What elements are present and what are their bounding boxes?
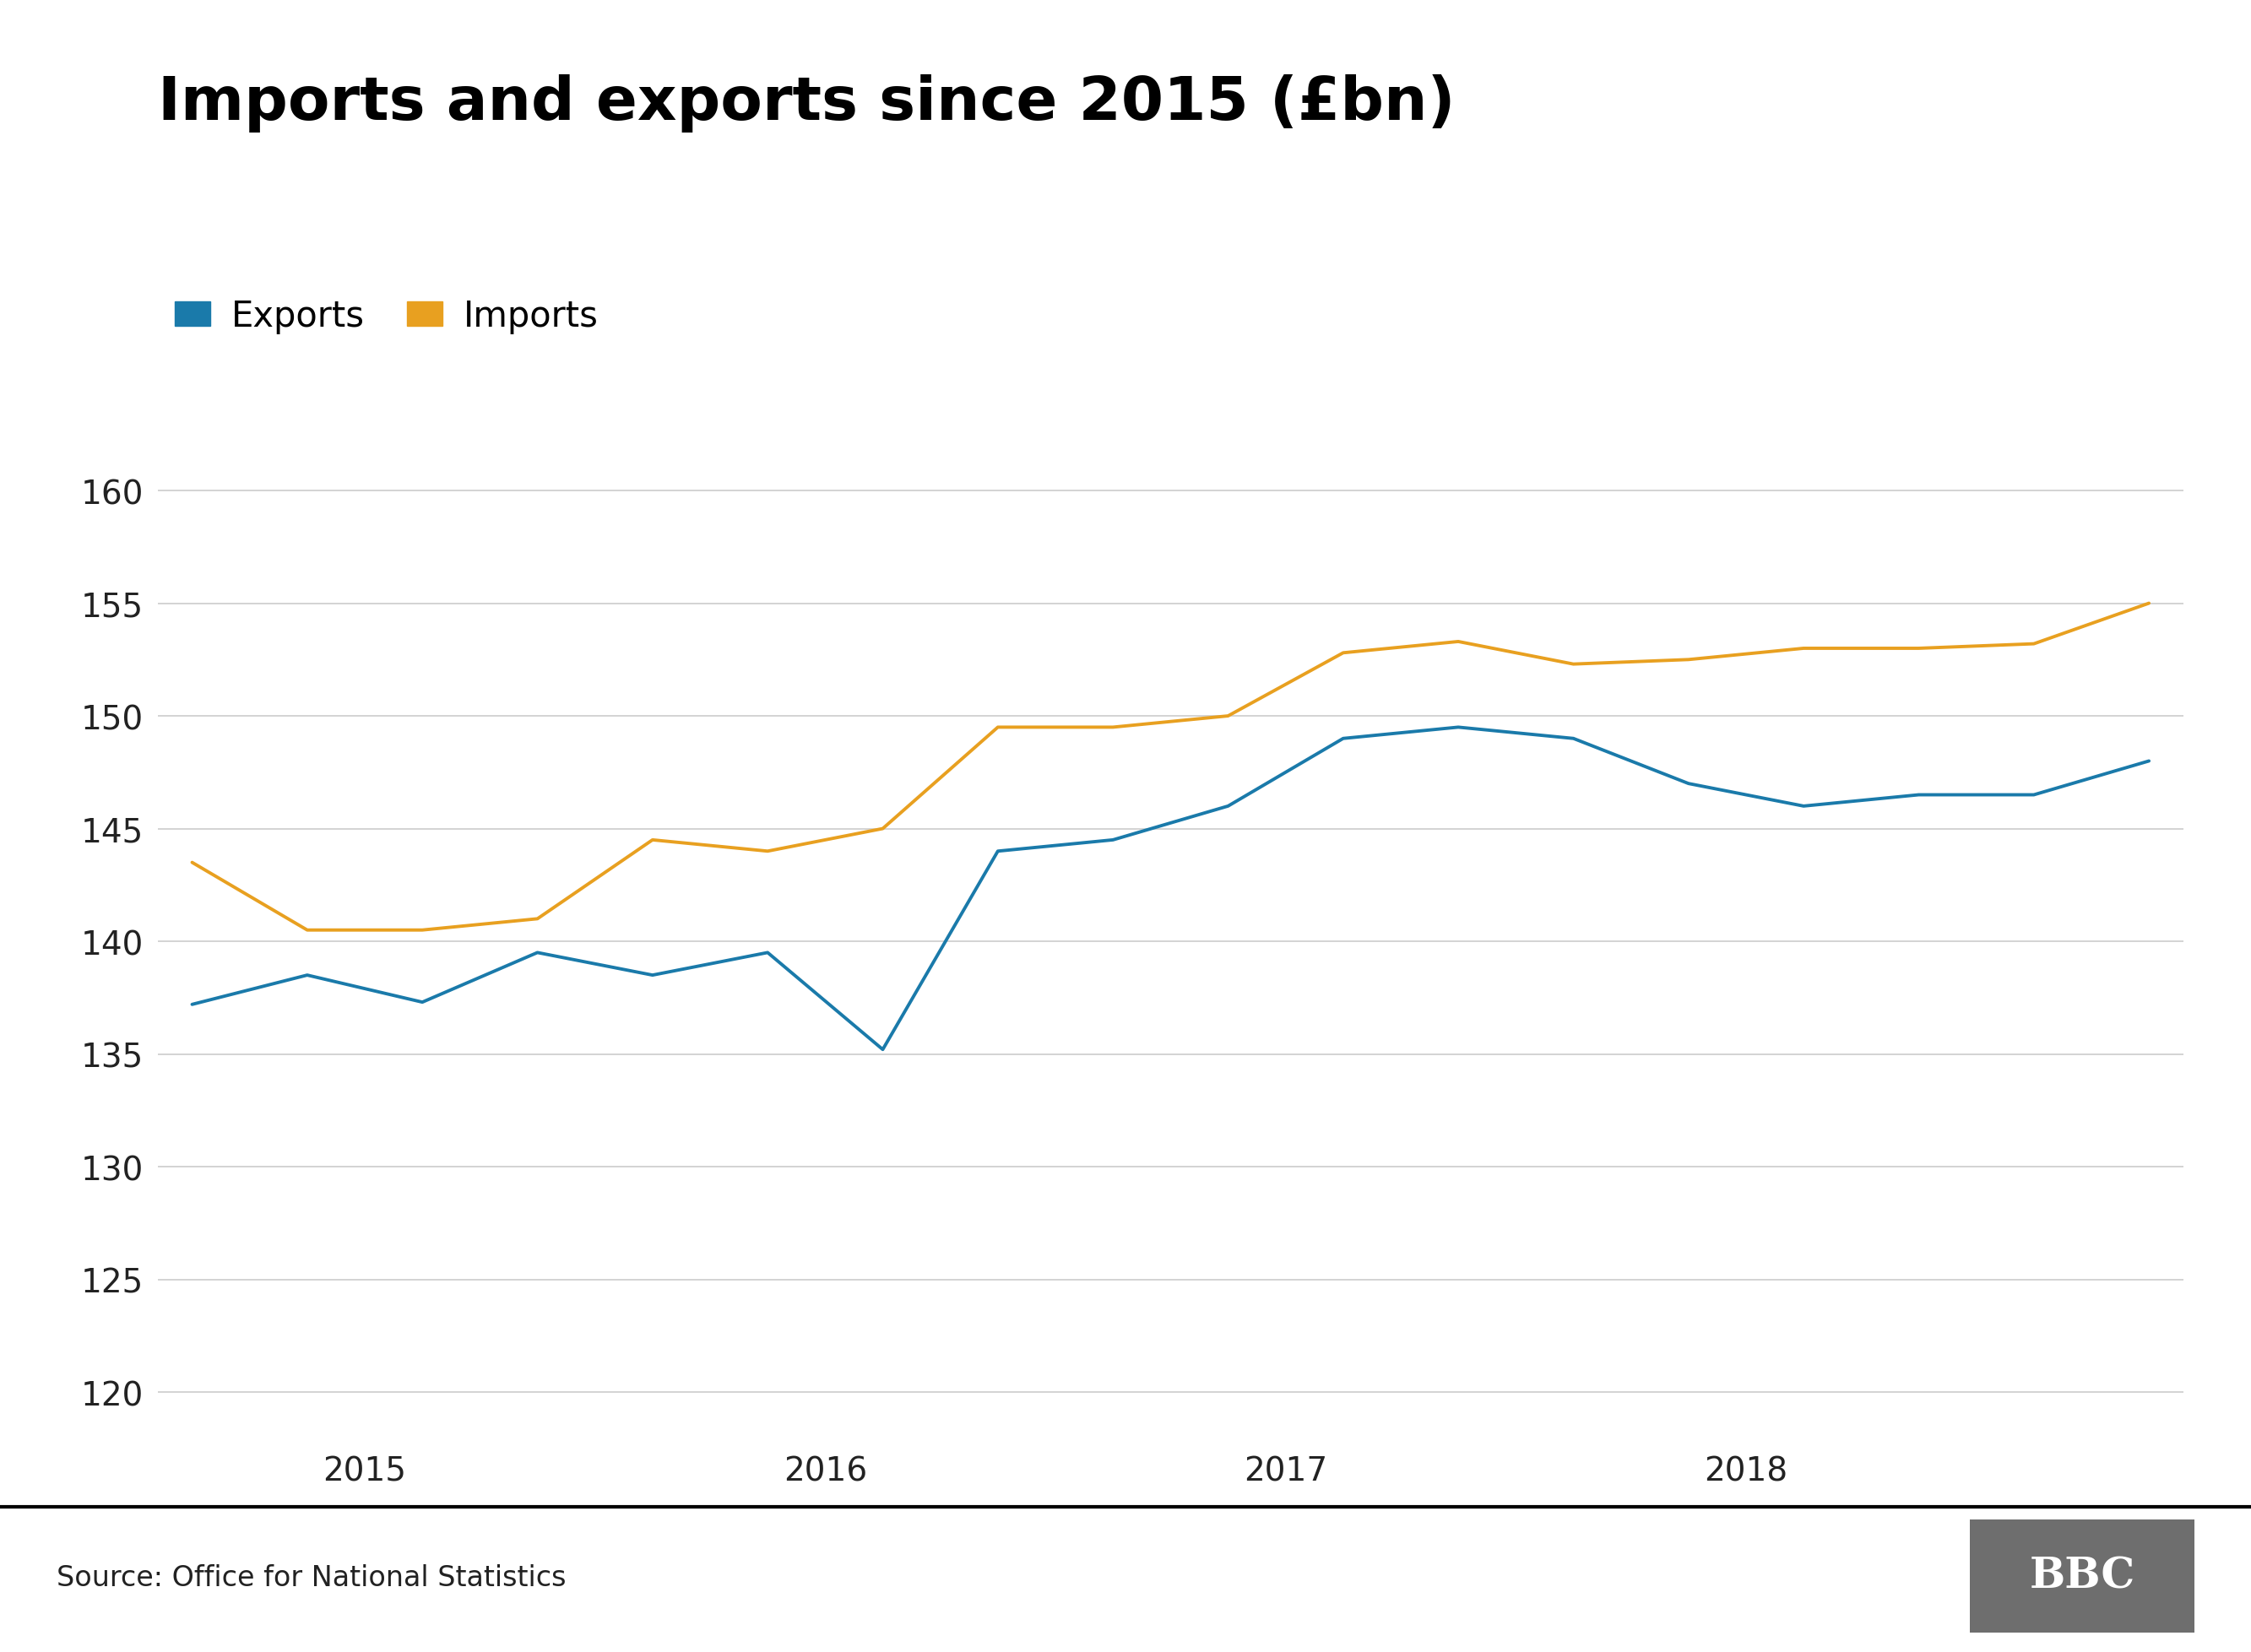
Text: BBC: BBC — [2030, 1555, 2134, 1597]
Legend: Exports, Imports: Exports, Imports — [176, 299, 599, 334]
Text: Imports and exports since 2015 (£bn): Imports and exports since 2015 (£bn) — [158, 74, 1454, 132]
Text: Source: Office for National Statistics: Source: Office for National Statistics — [56, 1564, 565, 1591]
